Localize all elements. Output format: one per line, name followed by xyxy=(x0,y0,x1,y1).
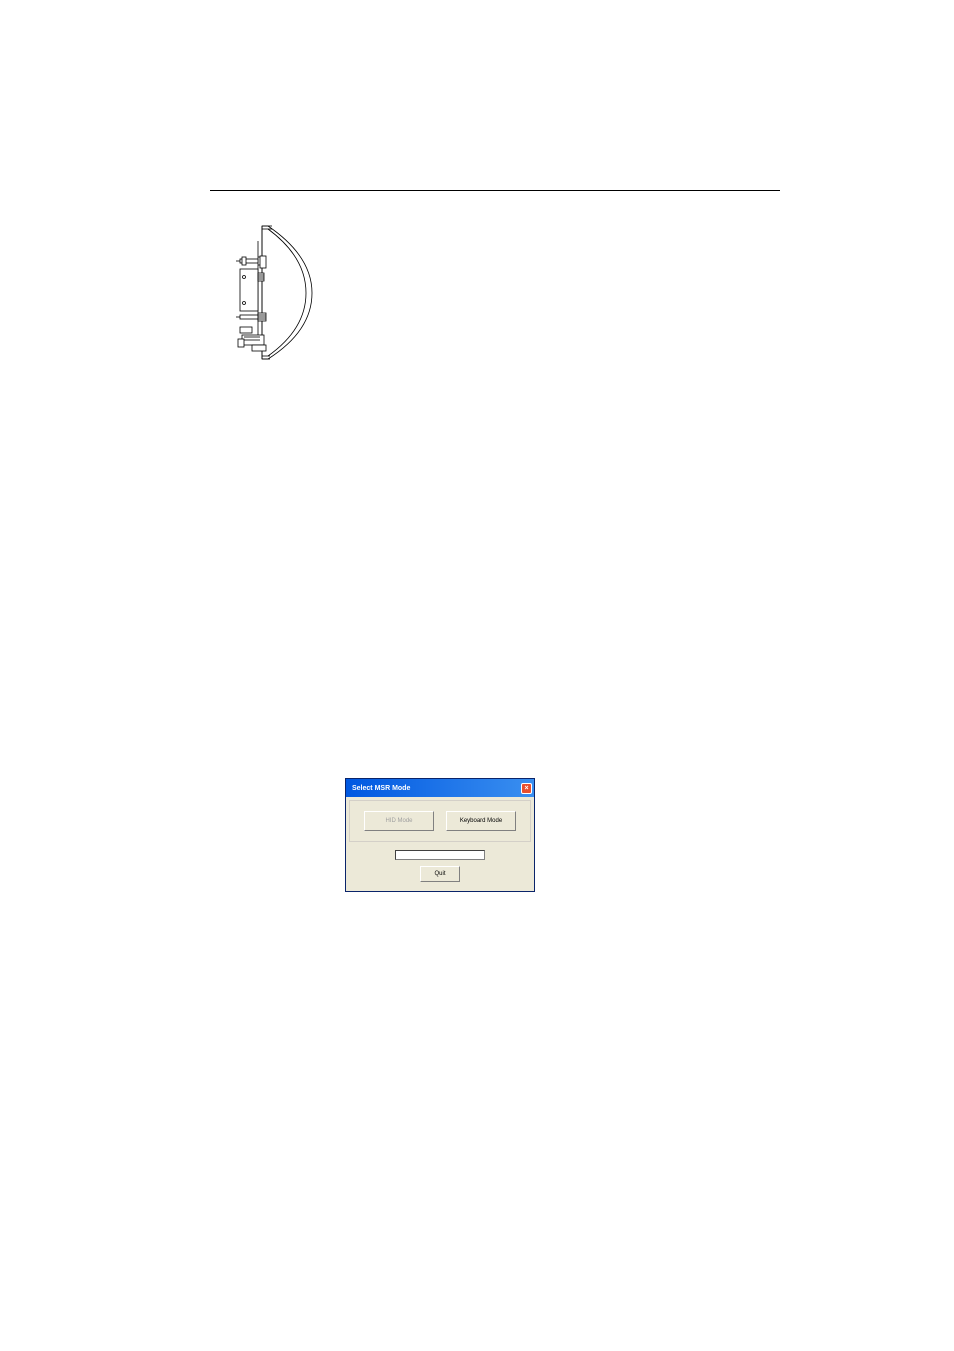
dialog-titlebar: Select MSR Mode × xyxy=(346,779,534,797)
horizontal-rule xyxy=(210,190,780,191)
dialog-body: HID Mode Keyboard Mode Quit xyxy=(346,797,534,891)
quit-button[interactable]: Quit xyxy=(420,866,460,882)
status-field xyxy=(395,850,485,860)
keyboard-mode-button[interactable]: Keyboard Mode xyxy=(446,811,516,831)
device-side-diagram xyxy=(210,221,320,366)
hid-mode-button: HID Mode xyxy=(364,811,434,831)
page-content xyxy=(210,190,780,366)
mode-button-panel: HID Mode Keyboard Mode xyxy=(349,800,531,842)
close-icon[interactable]: × xyxy=(521,783,532,794)
msr-mode-dialog: Select MSR Mode × HID Mode Keyboard Mode… xyxy=(345,778,535,892)
dialog-title: Select MSR Mode xyxy=(352,785,410,792)
dialog-screenshot: Select MSR Mode × HID Mode Keyboard Mode… xyxy=(345,778,535,892)
